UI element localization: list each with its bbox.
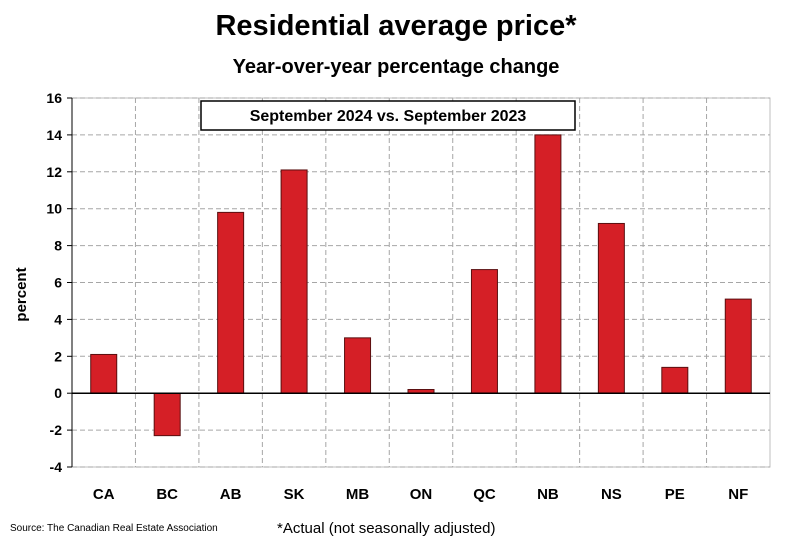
y-tick-label: -4 xyxy=(50,459,63,475)
bar-ca xyxy=(90,353,118,394)
x-tick-label: QC xyxy=(473,486,496,503)
x-tick-label: SK xyxy=(284,486,305,503)
y-tick-label: 14 xyxy=(46,127,62,143)
source-note: Source: The Canadian Real Estate Associa… xyxy=(10,523,218,534)
y-tick-label: 12 xyxy=(46,164,62,180)
y-tick-label: 0 xyxy=(54,385,62,401)
bar-nb xyxy=(534,134,562,394)
bar-sk xyxy=(280,169,308,394)
y-axis-label: percent xyxy=(13,267,30,321)
chart-subtitle: Year-over-year percentage change xyxy=(232,56,560,78)
annotation-text: September 2024 vs. September 2023 xyxy=(250,108,527,125)
x-tick-label: AB xyxy=(220,486,242,503)
x-tick-label: CA xyxy=(93,486,115,503)
y-tick-label: -2 xyxy=(50,422,63,438)
footnote: *Actual (not seasonally adjusted) xyxy=(277,520,496,537)
bar-mb xyxy=(344,337,372,394)
annotation-box xyxy=(200,100,576,131)
x-tick-label: PE xyxy=(665,486,685,503)
y-tick-label: 6 xyxy=(54,275,62,291)
y-tick-label: 10 xyxy=(46,201,62,217)
y-tick-label: 16 xyxy=(46,90,62,106)
bar-nf xyxy=(724,298,752,394)
bar-ns xyxy=(597,222,625,394)
x-tick-label: NS xyxy=(601,486,622,503)
bar-bc xyxy=(153,392,181,437)
x-tick-label: NF xyxy=(728,486,748,503)
bar-qc xyxy=(470,269,498,394)
x-tick-label: ON xyxy=(410,486,433,503)
y-tick-label: 4 xyxy=(54,311,62,327)
x-tick-label: NB xyxy=(537,486,559,503)
y-tick-label: 8 xyxy=(54,238,62,254)
bar-pe xyxy=(661,366,689,394)
chart-title: Residential average price* xyxy=(215,10,577,42)
x-tick-label: MB xyxy=(346,486,369,503)
bar-ab xyxy=(217,211,245,394)
y-tick-label: 2 xyxy=(54,348,62,364)
x-tick-label: BC xyxy=(156,486,178,503)
